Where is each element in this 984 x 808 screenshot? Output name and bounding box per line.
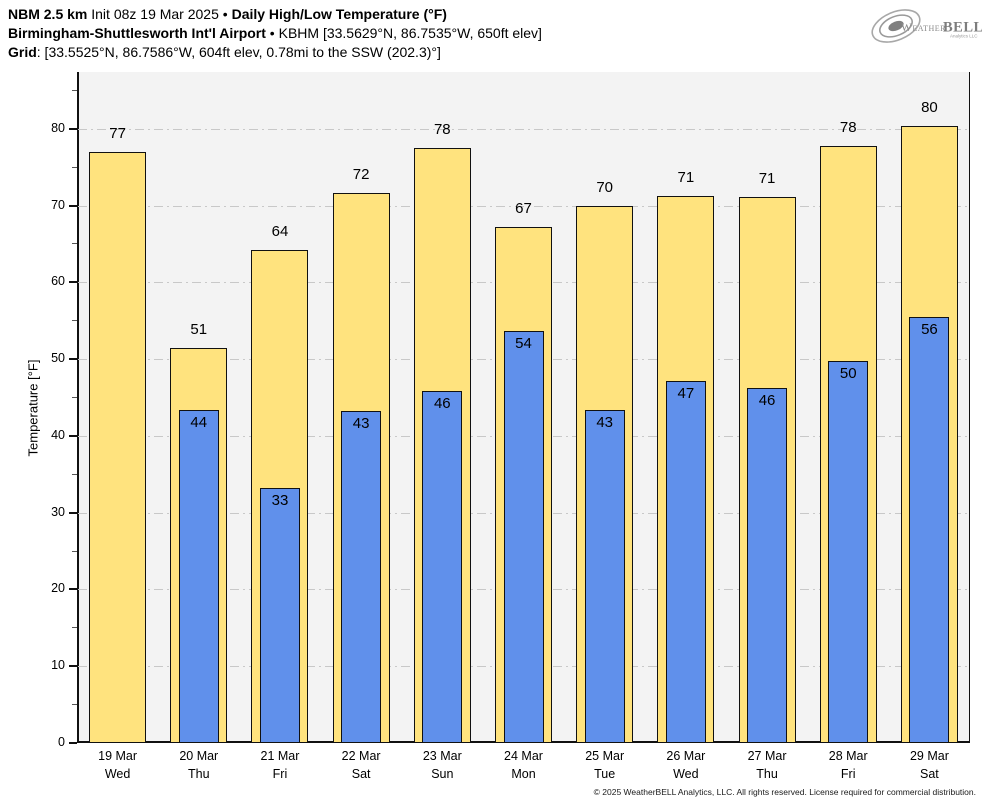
logo-text-weather: Weather xyxy=(901,22,946,34)
x-tick-weekday: Fri xyxy=(840,767,856,781)
hurricane-swirl-icon xyxy=(871,9,921,43)
y-major-tick xyxy=(69,588,77,591)
y-tick-label: 80 xyxy=(51,120,65,135)
init-time: Init 08z 19 Mar 2025 • xyxy=(87,6,232,22)
plot-area xyxy=(77,72,970,743)
x-tick-label: 23 Mar Sun xyxy=(404,747,480,783)
x-tick-weekday: Thu xyxy=(756,767,778,781)
x-tick-date: 25 Mar xyxy=(585,749,625,763)
x-tick-weekday: Wed xyxy=(104,767,131,781)
x-tick-weekday: Sat xyxy=(920,767,939,781)
x-tick-weekday: Sun xyxy=(431,767,454,781)
header-line-1: NBM 2.5 km Init 08z 19 Mar 2025 • Daily … xyxy=(8,5,542,24)
x-tick-label: 27 Mar Thu xyxy=(729,747,805,783)
x-tick-label: 19 Mar Wed xyxy=(80,747,156,783)
logo-text-bell: BELL xyxy=(943,20,982,36)
copyright-notice: © 2025 WeatherBELL Analytics, LLC. All r… xyxy=(593,787,976,797)
y-tick-label: 60 xyxy=(51,274,65,289)
x-tick-weekday: Wed xyxy=(673,767,699,781)
x-tick-weekday: Fri xyxy=(272,767,288,781)
x-tick-date: 26 Mar xyxy=(666,749,706,763)
y-tick-label: 0 xyxy=(58,735,65,749)
y-major-tick xyxy=(69,204,77,207)
x-tick-date: 20 Mar xyxy=(179,749,219,763)
x-tick-date: 29 Mar xyxy=(909,749,949,763)
weatherbell-logo: Weather BELL Analytics LLC xyxy=(871,9,982,43)
logo-text-sub: Analytics LLC xyxy=(950,34,978,39)
x-tick-label: 24 Mar Mon xyxy=(486,747,562,783)
y-major-tick xyxy=(69,511,77,514)
y-major-tick xyxy=(69,358,77,361)
x-tick-label: 29 Mar Sat xyxy=(891,747,967,783)
chart-title: Daily High/Low Temperature (°F) xyxy=(231,6,447,22)
y-major-tick xyxy=(69,665,77,668)
x-tick-label: 22 Mar Sat xyxy=(323,747,399,783)
x-tick-weekday: Mon xyxy=(511,767,536,781)
y-major-tick xyxy=(69,742,77,744)
x-tick-label: 28 Mar Fri xyxy=(810,747,886,783)
y-major-tick xyxy=(69,281,77,284)
y-tick-label: 70 xyxy=(51,197,65,212)
x-tick-label: 26 Mar Wed xyxy=(648,747,724,783)
y-major-tick xyxy=(69,434,77,437)
x-tick-date: 23 Mar xyxy=(422,749,462,763)
y-tick-label: 30 xyxy=(51,504,65,519)
x-tick-date: 21 Mar xyxy=(260,749,300,763)
x-tick-label: 21 Mar Fri xyxy=(242,747,318,783)
x-tick-weekday: Tue xyxy=(594,767,616,781)
x-tick-date: 22 Mar xyxy=(341,749,381,763)
x-tick-date: 19 Mar xyxy=(98,749,138,763)
header-line-2: Birmingham-Shuttlesworth Int'l Airport •… xyxy=(8,24,542,43)
station-coords: • KBHM [33.5629°N, 86.7535°W, 650ft elev… xyxy=(265,25,542,41)
x-tick-date: 27 Mar xyxy=(747,749,787,763)
x-tick-weekday: Thu xyxy=(187,767,210,781)
header-line-3: Grid: [33.5525°N, 86.7586°W, 604ft elev,… xyxy=(8,43,542,62)
station-name: Birmingham-Shuttlesworth Int'l Airport xyxy=(8,25,266,41)
x-tick-label: 25 Mar Tue xyxy=(567,747,643,783)
model-name: NBM 2.5 km xyxy=(8,6,88,22)
y-tick-label: 10 xyxy=(51,658,65,673)
x-tick-date: 28 Mar xyxy=(828,749,868,763)
y-major-tick xyxy=(69,127,77,130)
grid-label: Grid xyxy=(8,44,37,60)
x-tick-date: 24 Mar xyxy=(504,749,543,763)
chart-header: NBM 2.5 km Init 08z 19 Mar 2025 • Daily … xyxy=(8,5,542,62)
grid-coords: : [33.5525°N, 86.7586°W, 604ft elev, 0.7… xyxy=(36,44,441,60)
y-tick-label: 20 xyxy=(51,581,65,596)
y-axis-title: Temperature [°F] xyxy=(25,359,41,457)
x-tick-weekday: Sat xyxy=(351,767,371,781)
x-tick-label: 20 Mar Thu xyxy=(161,747,237,783)
